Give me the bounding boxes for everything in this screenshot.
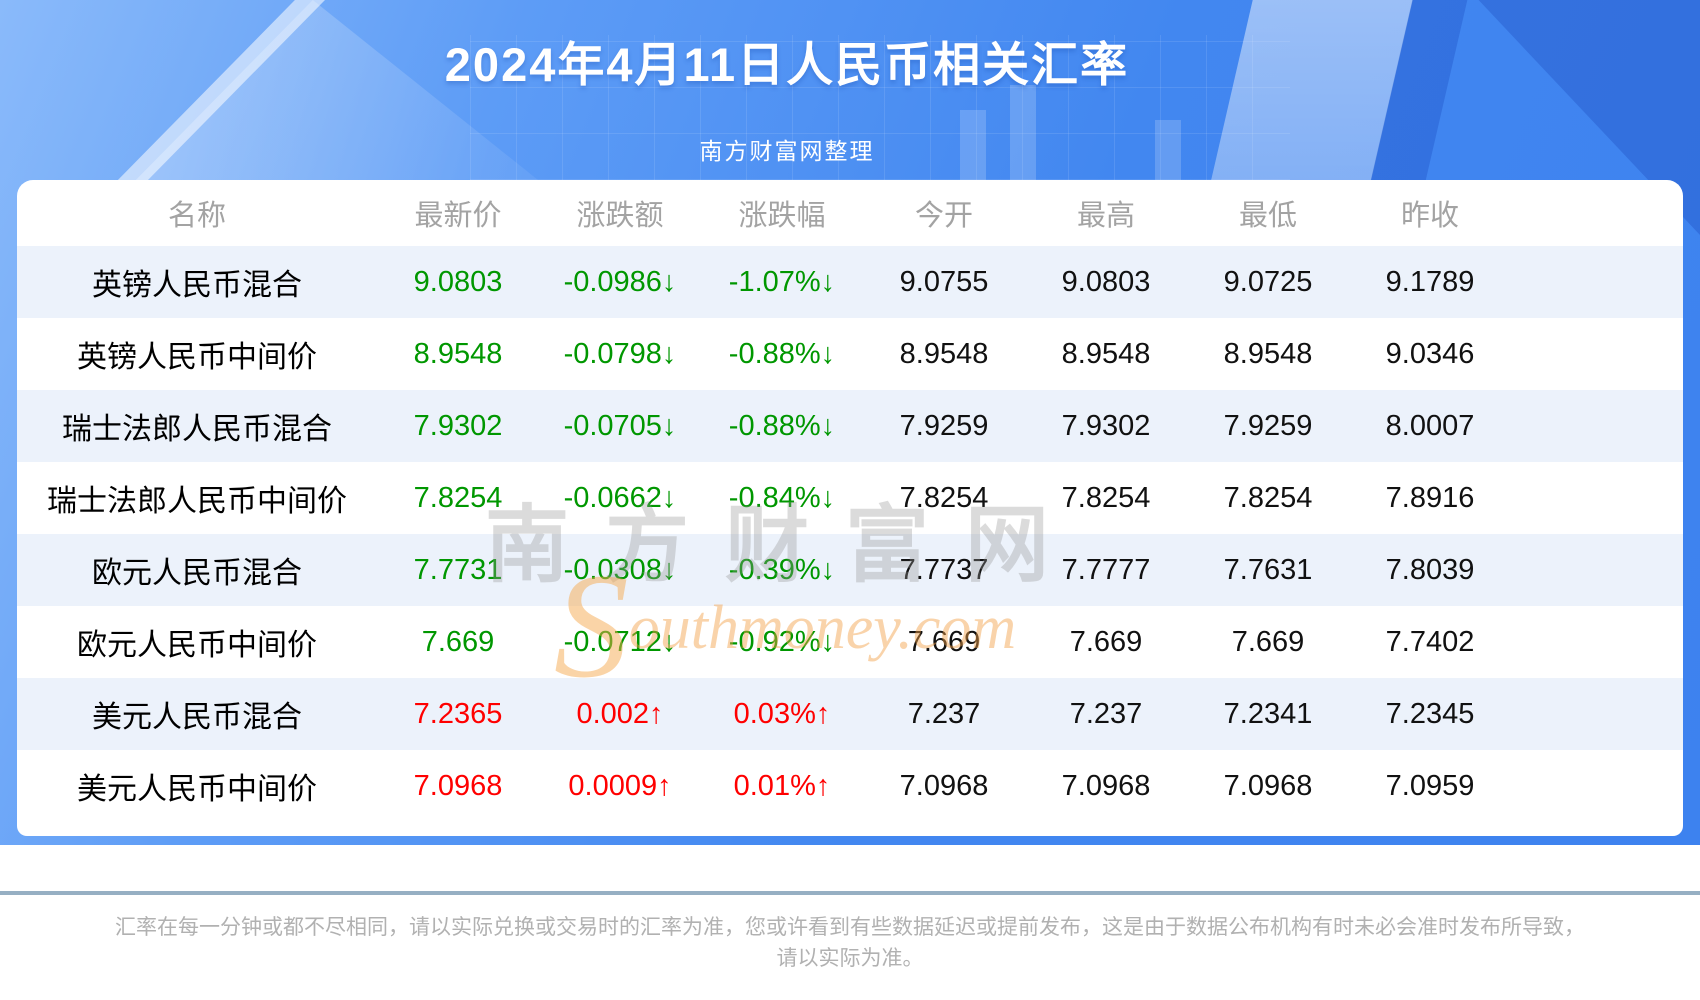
cell-high: 7.669	[1069, 625, 1143, 658]
table-row: 瑞士法郎人民币中间价 7.8254 -0.0662↓ -0.84%↓ 7.825…	[17, 462, 1683, 534]
cell-change-percent: -1.07%↓	[728, 265, 836, 298]
cell-open: 7.669	[907, 625, 981, 658]
cell-currency-name: 欧元人民币混合	[92, 557, 302, 590]
grid-pattern-decoration	[470, 35, 1290, 180]
cell-change-percent: -0.84%↓	[728, 481, 836, 514]
cell-currency-name: 瑞士法郎人民币中间价	[47, 485, 347, 518]
cell-high: 7.7777	[1061, 553, 1151, 586]
cell-latest-price: 7.7731	[413, 553, 503, 586]
col-header-latest: 最新价	[414, 200, 502, 232]
table-row: 美元人民币中间价 7.0968 0.0009↑ 0.01%↑ 7.0968 7.…	[17, 750, 1683, 822]
table-row: 欧元人民币混合 7.7731 -0.0308↓ -0.39%↓ 7.7737 7…	[17, 534, 1683, 606]
cell-high: 7.237	[1069, 697, 1143, 730]
cell-change-percent: -0.92%↓	[728, 625, 836, 658]
cell-latest-price: 7.669	[421, 625, 495, 658]
cell-currency-name: 英镑人民币中间价	[77, 341, 317, 374]
cell-change-amount: -0.0705↓	[563, 409, 677, 442]
table-row: 英镑人民币混合 9.0803 -0.0986↓ -1.07%↓ 9.0755 9…	[17, 246, 1683, 318]
cell-open: 8.9548	[899, 337, 989, 370]
col-header-name: 名称	[167, 200, 226, 232]
col-header-spacer	[1511, 180, 1683, 246]
cell-low: 7.2341	[1223, 697, 1313, 730]
cell-prev-close: 9.0346	[1385, 337, 1475, 370]
footer-disclaimer-line1: 汇率在每一分钟或都不尽相同，请以实际兑换或交易时的汇率为准，您或许看到有些数据延…	[115, 916, 1585, 939]
cell-open: 7.7737	[899, 553, 989, 586]
candlestick-decoration	[1010, 85, 1036, 180]
col-header-prev-close: 昨收	[1400, 200, 1459, 232]
cell-low: 7.7631	[1223, 553, 1313, 586]
cell-high: 7.8254	[1061, 481, 1151, 514]
cell-open: 7.0968	[899, 769, 989, 802]
cell-change-amount: -0.0712↓	[563, 625, 677, 658]
cell-prev-close: 7.0959	[1385, 769, 1475, 802]
cell-low: 8.9548	[1223, 337, 1313, 370]
cell-currency-name: 瑞士法郎人民币混合	[62, 413, 332, 446]
candlestick-decoration	[960, 110, 986, 180]
cell-change-percent: 0.01%↑	[733, 769, 831, 802]
candlestick-decoration	[1155, 120, 1181, 180]
table-row: 英镑人民币中间价 8.9548 -0.0798↓ -0.88%↓ 8.9548 …	[17, 318, 1683, 390]
cell-latest-price: 8.9548	[413, 337, 503, 370]
hero-header: 2024年4月11日人民币相关汇率 南方财富网整理	[0, 0, 1637, 166]
col-header-open: 今开	[914, 200, 973, 232]
col-header-low: 最低	[1238, 200, 1297, 232]
cell-currency-name: 英镑人民币混合	[92, 269, 302, 302]
cell-currency-name: 美元人民币混合	[92, 701, 302, 734]
cell-change-amount: -0.0662↓	[563, 481, 677, 514]
cell-change-amount: -0.0986↓	[563, 265, 677, 298]
exchange-rate-table-card: 名称 最新价 涨跌额 涨跌幅 今开 最高 最低 昨收 英镑人民币混合 9.080…	[17, 180, 1683, 836]
cell-high: 7.9302	[1061, 409, 1151, 442]
cell-low: 7.669	[1231, 625, 1305, 658]
cell-low: 7.9259	[1223, 409, 1313, 442]
table-row: 美元人民币混合 7.2365 0.002↑ 0.03%↑ 7.237 7.237…	[17, 678, 1683, 750]
cell-low: 9.0725	[1223, 265, 1313, 298]
cell-latest-price: 7.8254	[413, 481, 503, 514]
col-header-high: 最高	[1076, 200, 1135, 232]
cell-open: 9.0755	[899, 265, 989, 298]
cell-latest-price: 9.0803	[413, 265, 503, 298]
cell-low: 7.0968	[1223, 769, 1313, 802]
page-title: 2024年4月11日人民币相关汇率	[444, 38, 1130, 91]
table-row: 瑞士法郎人民币混合 7.9302 -0.0705↓ -0.88%↓ 7.9259…	[17, 390, 1683, 462]
cell-prev-close: 7.8039	[1385, 553, 1475, 586]
footer-divider	[0, 891, 1700, 895]
cell-latest-price: 7.2365	[413, 697, 503, 730]
cell-change-percent: -0.39%↓	[728, 553, 836, 586]
cell-high: 8.9548	[1061, 337, 1151, 370]
table-row: 欧元人民币中间价 7.669 -0.0712↓ -0.92%↓ 7.669 7.…	[17, 606, 1683, 678]
cell-prev-close: 7.7402	[1385, 625, 1475, 658]
cell-currency-name: 美元人民币中间价	[77, 773, 317, 806]
cell-latest-price: 7.0968	[413, 769, 503, 802]
cell-change-percent: 0.03%↑	[733, 697, 831, 730]
table-header-row: 名称 最新价 涨跌额 涨跌幅 今开 最高 最低 昨收	[17, 180, 1683, 246]
footer-disclaimer-line2: 请以实际为准。	[776, 947, 924, 970]
footer-disclaimer: 汇率在每一分钟或都不尽相同，请以实际兑换或交易时的汇率为准，您或许看到有些数据延…	[0, 912, 1700, 974]
col-header-change-pct: 涨跌幅	[738, 200, 826, 232]
cell-prev-close: 7.2345	[1385, 697, 1475, 730]
cell-open: 7.8254	[899, 481, 989, 514]
cell-high: 7.0968	[1061, 769, 1151, 802]
cell-change-amount: -0.0308↓	[563, 553, 677, 586]
cell-latest-price: 7.9302	[413, 409, 503, 442]
cell-low: 7.8254	[1223, 481, 1313, 514]
cell-open: 7.9259	[899, 409, 989, 442]
cell-change-amount: 0.0009↑	[568, 769, 672, 802]
cell-prev-close: 7.8916	[1385, 481, 1475, 514]
exchange-rate-table: 名称 最新价 涨跌额 涨跌幅 今开 最高 最低 昨收 英镑人民币混合 9.080…	[17, 180, 1683, 822]
cell-change-amount: 0.002↑	[576, 697, 664, 730]
page-subtitle: 南方财富网整理	[699, 138, 875, 164]
cell-prev-close: 8.0007	[1385, 409, 1475, 442]
col-header-change: 涨跌额	[576, 200, 664, 232]
cell-open: 7.237	[907, 697, 981, 730]
cell-change-percent: -0.88%↓	[728, 409, 836, 442]
cell-currency-name: 欧元人民币中间价	[77, 629, 317, 662]
cell-high: 9.0803	[1061, 265, 1151, 298]
cell-change-percent: -0.88%↓	[728, 337, 836, 370]
cell-change-amount: -0.0798↓	[563, 337, 677, 370]
cell-prev-close: 9.1789	[1385, 265, 1475, 298]
